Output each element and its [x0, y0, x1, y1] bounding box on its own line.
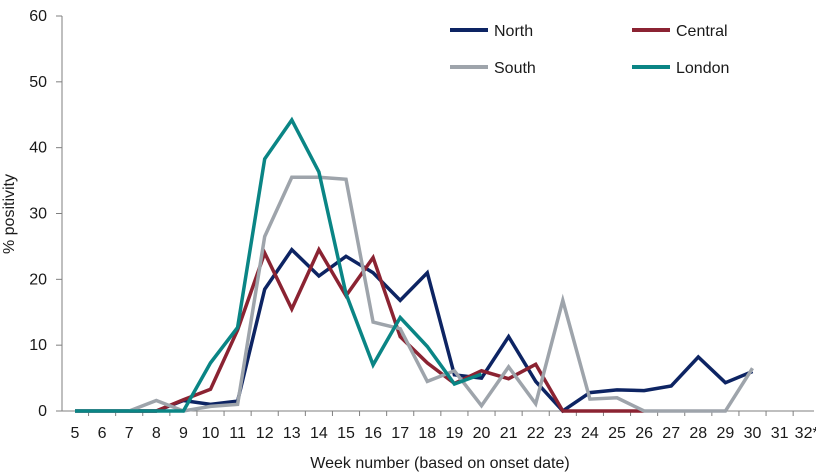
x-tick-label: 15 [337, 425, 355, 442]
x-tick-label: 26 [635, 425, 653, 442]
series-line-london [75, 116, 483, 413]
y-tick-label: 40 [29, 140, 47, 157]
x-tick-label: 31 [771, 425, 789, 442]
legend-label: London [676, 60, 729, 77]
y-tick-label: 30 [29, 206, 47, 223]
x-tick-label: 9 [179, 425, 188, 442]
x-tick-label: 30 [744, 425, 762, 442]
x-tick-label: 20 [473, 425, 491, 442]
series-line-south [75, 175, 754, 413]
x-tick-label: 11 [229, 425, 246, 442]
x-tick-labels: 5 6 7 8 9 10 11 12 13 14 15 16 17 18 19 20 21 22 23 24 25 26 2… [71, 411, 816, 442]
x-tick-label: 18 [418, 425, 436, 442]
x-tick-label: 10 [202, 425, 220, 442]
x-tick-label: 24 [581, 425, 599, 442]
x-axis-title: Week number (based on onset date) [310, 455, 569, 472]
legend-label: South [494, 60, 536, 77]
x-tick-label: 7 [125, 425, 134, 442]
legend-item-north: North [450, 23, 533, 40]
x-tick-label: 22 [527, 425, 545, 442]
legend-item-south: South [450, 60, 536, 77]
x-tick-label: 16 [364, 425, 382, 442]
x-tick-label: 25 [608, 425, 626, 442]
x-tick-label: 13 [283, 425, 301, 442]
x-tick-label: 29 [717, 425, 735, 442]
legend-item-london: London [632, 60, 729, 77]
legend-item-central: Central [632, 23, 728, 40]
series-lines [75, 116, 754, 414]
y-tick-label: 10 [29, 337, 47, 354]
x-tick-label: 6 [98, 425, 107, 442]
x-tick-label: 23 [554, 425, 572, 442]
y-axis-title: % positivity [1, 174, 18, 254]
y-tick-label: 0 [38, 403, 47, 420]
x-tick-label: 8 [152, 425, 161, 442]
y-tick-label: 60 [29, 8, 47, 25]
x-tick-label: 21 [500, 425, 518, 442]
legend: North Central South London [450, 23, 729, 77]
x-tick-label: 32* [795, 425, 816, 442]
legend-label: Central [676, 23, 728, 40]
x-tick-label: 5 [71, 425, 80, 442]
x-tick-label: 12 [256, 425, 274, 442]
y-tick-label: 50 [29, 74, 47, 91]
x-tick-label: 28 [689, 425, 707, 442]
y-tick-label: 20 [29, 271, 47, 288]
x-tick-label: 17 [391, 425, 409, 442]
x-tick-label: 19 [446, 425, 464, 442]
y-tick-labels: 0 10 20 30 40 50 60 [29, 8, 62, 420]
x-tick-label: 14 [310, 425, 328, 442]
legend-label: North [494, 23, 533, 40]
x-tick-label: 27 [662, 425, 680, 442]
